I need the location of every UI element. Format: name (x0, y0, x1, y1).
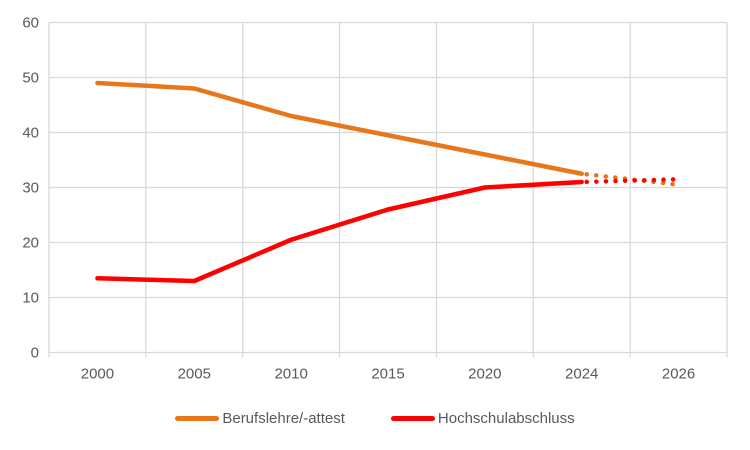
legend-line-swatch-berufslehre (175, 416, 220, 421)
legend-label-berufslehre: Berufslehre/-attest (222, 410, 345, 427)
series-forecast-dotted-hochschulabschluss (579, 177, 681, 185)
y-axis-tick-label: 30 (22, 180, 39, 197)
series-line-hochschulabschluss (95, 179, 584, 284)
x-axis-tick-label: 2010 (274, 366, 307, 383)
y-axis-tick-label: 40 (22, 125, 39, 142)
y-axis-tick-label: 0 (31, 345, 39, 362)
x-axis-tick-label: 2005 (178, 366, 211, 383)
legend-label-hochschulabschluss: Hochschulabschluss (437, 410, 575, 427)
y-axis-tick-label: 10 (22, 290, 39, 307)
legend-line-swatch-hochschulabschluss (390, 416, 435, 421)
x-axis-tick-label: 2015 (371, 366, 404, 383)
y-axis-tick-label: 60 (22, 15, 39, 32)
x-axis-tick-label: 2000 (81, 366, 114, 383)
y-axis-tick-label: 50 (22, 70, 39, 87)
legend-item-hochschulabschluss: Hochschulabschluss (390, 410, 575, 427)
x-axis-tick-label: 2026 (662, 366, 695, 383)
x-axis-tick-label: 2024 (565, 366, 598, 383)
chart-legend: Berufslehre/-attest Hochschulabschluss (0, 410, 750, 427)
line-chart-plot: 0 10 20 30 40 50 60 2000 2005 2010 2015 2020 2024 202… (22, 15, 728, 383)
y-axis-tick-label: 20 (22, 235, 39, 252)
x-axis-tick-label: 2020 (468, 366, 501, 383)
series-line-berufslehre-attest (95, 80, 584, 176)
series-forecast-dotted-berufslehre-attest (579, 171, 681, 187)
legend-item-berufslehre: Berufslehre/-attest (175, 410, 345, 427)
